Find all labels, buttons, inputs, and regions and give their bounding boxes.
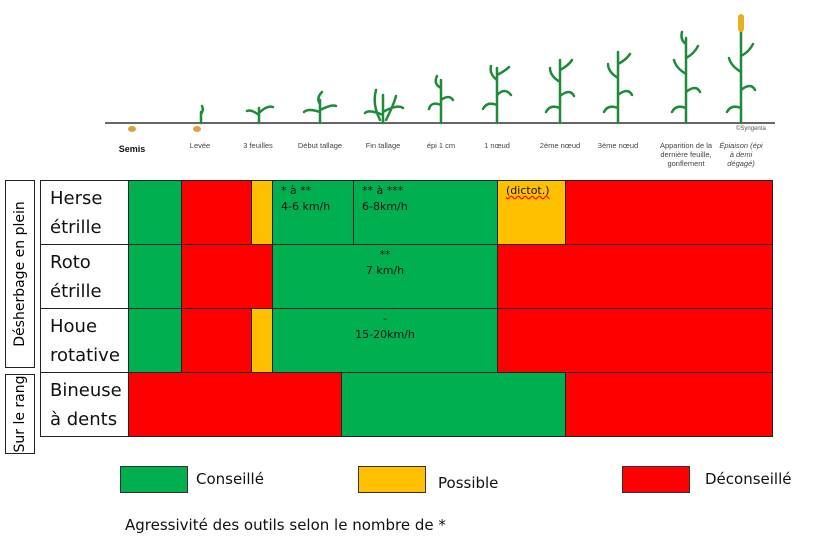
group-label: Désherbage en plein [12, 201, 28, 347]
cell-deconseille [565, 180, 773, 245]
group-rang: Sur le rang [5, 374, 35, 454]
stage-label: Épiaison (épi à demi dégagé) [719, 141, 763, 168]
cell-conseille: ** à *** 6-8km/h [353, 180, 498, 245]
legend-swatch-orange [358, 466, 426, 493]
cell-deconseille [128, 372, 342, 437]
legend-label-conseille: Conseillé [196, 470, 264, 488]
cell-conseille: ** 7 km/h [272, 244, 498, 309]
footer-note: Agressivité des outils selon le nombre d… [125, 516, 446, 534]
cell-conseille: -15-20km/h [272, 308, 498, 373]
group-plein: Désherbage en plein [5, 180, 35, 368]
cell-deconseille [497, 308, 773, 373]
cell-deconseille [181, 244, 273, 309]
row-label-houe: Houe rotative [40, 308, 129, 373]
cell-deconseille [565, 372, 773, 437]
stage-label: épi 1 cm [426, 141, 456, 150]
ear-icon [738, 14, 744, 32]
group-label: Sur le rang [12, 375, 28, 453]
stage-label: Levée [189, 141, 211, 150]
stage-label: 2ème nœud [539, 141, 581, 150]
cell-conseille [341, 372, 566, 437]
cell-possible: (dictot.) [497, 180, 566, 245]
cell-conseille [128, 244, 182, 309]
seed-icon [128, 126, 136, 132]
cell-possible [251, 308, 273, 373]
cell-conseille [128, 308, 182, 373]
row-label-herse: Herse étrille [40, 180, 129, 245]
cell-deconseille [181, 180, 252, 245]
cell-deconseille [181, 308, 252, 373]
legend-label-deconseille: Déconseillé [705, 470, 792, 488]
stage-label: 1 nœud [484, 141, 510, 150]
stage-label: Début tallage [297, 141, 343, 150]
cell-conseille: * à ** 4-6 km/h [272, 180, 354, 245]
stage-label: 3 feuilles [243, 141, 273, 150]
stage-label: Semis [118, 144, 146, 154]
cell-deconseille [497, 244, 773, 309]
stage-label: Apparition de la dernière feuille, gonfl… [659, 141, 713, 168]
legend-label-possible: Possible [438, 474, 499, 492]
legend-swatch-red [622, 466, 690, 493]
crop-growth-illustration [105, 14, 775, 132]
cell-conseille [128, 180, 182, 245]
row-label-bineuse: Bineuse à dents [40, 372, 129, 437]
cell-possible [251, 180, 273, 245]
legend-swatch-green [120, 466, 188, 493]
stage-label: Fin tallage [365, 141, 401, 150]
seedling-seed-icon [193, 126, 201, 132]
copyright: ©Syngenta [736, 126, 766, 132]
stage-label: 3ème nœud [597, 141, 639, 150]
row-label-roto: Roto étrille [40, 244, 129, 309]
